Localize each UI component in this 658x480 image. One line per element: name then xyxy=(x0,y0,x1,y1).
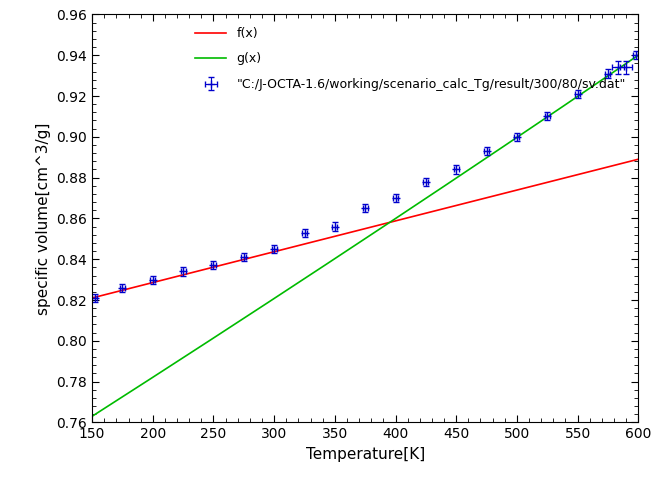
g(x) xyxy=(329,257,337,263)
g(x) xyxy=(514,134,522,140)
Line: g(x): g(x) xyxy=(92,55,638,416)
g(x) xyxy=(463,168,471,174)
Legend: f(x), g(x), "C:/J-OCTA-1.6/working/scenario_calc_Tg/result/300/80/sv.dat": f(x), g(x), "C:/J-OCTA-1.6/working/scena… xyxy=(189,21,632,97)
f(x) xyxy=(144,281,152,287)
f(x) xyxy=(329,234,337,240)
f(x) xyxy=(634,156,642,162)
Line: f(x): f(x) xyxy=(92,159,638,298)
g(x) xyxy=(634,52,642,58)
g(x) xyxy=(309,270,317,276)
Y-axis label: specific volume[cm^3/g]: specific volume[cm^3/g] xyxy=(36,122,51,314)
f(x) xyxy=(309,239,317,245)
g(x) xyxy=(524,127,532,133)
f(x) xyxy=(514,187,522,192)
g(x) xyxy=(144,378,152,384)
f(x) xyxy=(463,200,471,205)
f(x) xyxy=(524,184,532,190)
g(x) xyxy=(88,413,96,419)
X-axis label: Temperature[K]: Temperature[K] xyxy=(305,447,425,462)
f(x) xyxy=(88,295,96,301)
